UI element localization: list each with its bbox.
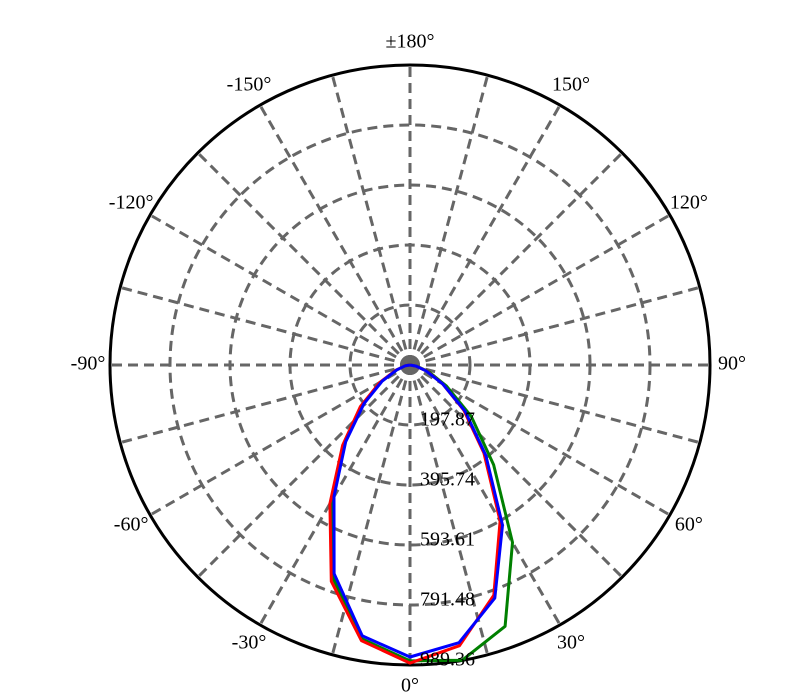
theta-tick-label: 150° — [552, 74, 590, 96]
theta-tick-label: -120° — [109, 192, 154, 214]
spoke-grid-line — [149, 213, 411, 367]
outer-ring — [108, 63, 712, 667]
spoke-grid-line — [408, 74, 490, 366]
spoke-grid-line — [330, 74, 412, 366]
r-tick-label: 593.61 — [420, 529, 475, 551]
r-tick-label: 395.74 — [420, 469, 475, 491]
ring-grid-line — [348, 303, 472, 427]
spoke-grid-line — [408, 363, 624, 579]
theta-tick-label: 120° — [670, 192, 708, 214]
spoke-grid-line — [119, 285, 411, 367]
spoke-grid-line — [409, 363, 671, 517]
theta-tick-label: 60° — [675, 514, 703, 536]
theta-tick-label: 30° — [557, 631, 585, 653]
spoke-grid-line — [409, 285, 701, 367]
theta-tick-label: 0° — [401, 675, 419, 697]
spoke-grid-line — [409, 363, 701, 445]
r-tick-label: 791.48 — [420, 589, 475, 611]
theta-tick-label: ±180° — [386, 31, 435, 53]
ring-grid-line — [228, 183, 592, 547]
theta-tick-label: -150° — [227, 74, 272, 96]
spoke-grid-line — [408, 364, 562, 626]
ring-grid-line — [288, 243, 532, 487]
spoke-grid-line — [149, 363, 411, 517]
spoke-grid-line — [196, 151, 412, 367]
spoke-grid-line — [330, 364, 412, 656]
spoke-grid-line — [408, 104, 562, 366]
spoke-grid-line — [196, 363, 412, 579]
r-tick-label: 989.36 — [420, 649, 475, 671]
spoke-grid-line — [408, 151, 624, 367]
theta-tick-label: 90° — [718, 353, 746, 375]
spoke-grid-line — [409, 213, 671, 367]
theta-tick-label: -30° — [232, 631, 267, 653]
intensity-curve — [332, 363, 504, 659]
r-tick-label: 197.87 — [420, 409, 475, 431]
theta-tick-label: -60° — [114, 514, 149, 536]
theta-tick-label: -90° — [71, 353, 106, 375]
spoke-grid-line — [119, 363, 411, 445]
spoke-grid-line — [408, 364, 490, 656]
ring-grid-line — [168, 123, 652, 607]
spoke-grid-line — [258, 104, 412, 366]
